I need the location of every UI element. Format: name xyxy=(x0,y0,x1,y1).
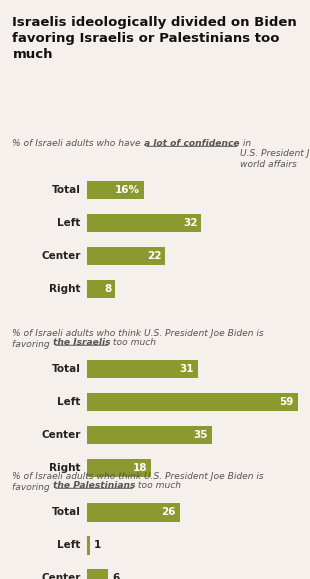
Text: the Palestinians: the Palestinians xyxy=(53,481,135,490)
Bar xyxy=(87,360,197,378)
Text: Center: Center xyxy=(41,573,81,579)
Text: a lot of confidence: a lot of confidence xyxy=(144,139,240,148)
Text: 18: 18 xyxy=(133,463,147,473)
Text: 16%: 16% xyxy=(115,185,140,195)
Text: too much: too much xyxy=(110,338,157,347)
Text: the Israelis: the Israelis xyxy=(53,338,110,347)
Text: Left: Left xyxy=(57,397,81,407)
Text: Total: Total xyxy=(52,364,81,374)
Text: Israelis ideologically divided on Biden
favoring Israelis or Palestinians too
mu: Israelis ideologically divided on Biden … xyxy=(12,16,297,61)
Text: 26: 26 xyxy=(162,507,176,518)
Text: % of Israeli adults who think U.S. President Joe Biden is
favoring: % of Israeli adults who think U.S. Presi… xyxy=(12,329,264,349)
Text: 8: 8 xyxy=(104,284,112,294)
Text: in
U.S. President Joe Biden to do the right thing regarding
world affairs: in U.S. President Joe Biden to do the ri… xyxy=(240,139,310,168)
Text: 59: 59 xyxy=(280,397,294,407)
Text: Total: Total xyxy=(52,185,81,195)
Bar xyxy=(87,426,212,444)
Text: 6: 6 xyxy=(112,573,119,579)
Bar xyxy=(87,459,151,477)
Text: % of Israeli adults who think U.S. President Joe Biden is
favoring: % of Israeli adults who think U.S. Presi… xyxy=(12,472,264,492)
Text: Left: Left xyxy=(57,218,81,228)
Bar xyxy=(87,536,91,555)
Text: Center: Center xyxy=(41,251,81,261)
Bar xyxy=(87,503,180,522)
Bar xyxy=(87,569,108,579)
Text: too much: too much xyxy=(135,481,181,490)
Text: 22: 22 xyxy=(147,251,162,261)
Text: 1: 1 xyxy=(94,540,101,551)
Text: Left: Left xyxy=(57,540,81,551)
Bar xyxy=(87,280,115,298)
Text: Right: Right xyxy=(49,463,81,473)
Text: Total: Total xyxy=(52,507,81,518)
Text: 31: 31 xyxy=(179,364,194,374)
Bar xyxy=(87,214,201,232)
Text: 32: 32 xyxy=(183,218,197,228)
Bar xyxy=(87,393,298,411)
Text: Right: Right xyxy=(49,284,81,294)
Text: % of Israeli adults who have: % of Israeli adults who have xyxy=(12,139,144,148)
Bar xyxy=(87,181,144,199)
Text: Center: Center xyxy=(41,430,81,440)
Bar xyxy=(87,247,166,265)
Text: 35: 35 xyxy=(194,430,208,440)
